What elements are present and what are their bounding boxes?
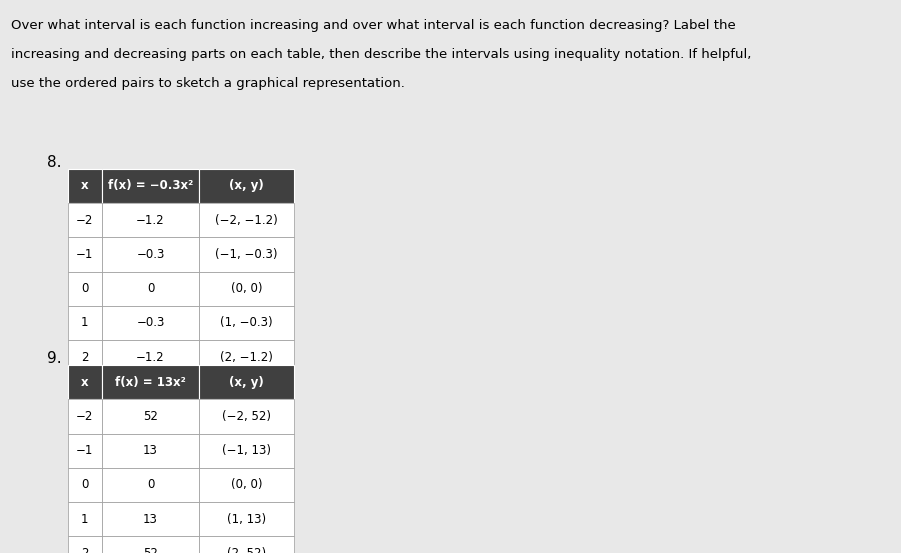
- Bar: [68, 237, 102, 272]
- Bar: [199, 169, 294, 203]
- Bar: [68, 434, 102, 468]
- Bar: [102, 399, 199, 434]
- Text: 2: 2: [81, 547, 88, 553]
- Text: −0.3: −0.3: [136, 248, 165, 261]
- Bar: [68, 468, 102, 502]
- Bar: [199, 306, 294, 340]
- Text: −1: −1: [76, 444, 94, 457]
- Text: 9.: 9.: [47, 351, 61, 366]
- Bar: [102, 169, 199, 203]
- Text: 0: 0: [81, 478, 88, 492]
- Text: (−1, 13): (−1, 13): [222, 444, 271, 457]
- Text: −1.2: −1.2: [136, 213, 165, 227]
- Text: 0: 0: [147, 282, 154, 295]
- Bar: [199, 272, 294, 306]
- Bar: [199, 468, 294, 502]
- Bar: [68, 399, 102, 434]
- Bar: [102, 272, 199, 306]
- Bar: [102, 203, 199, 237]
- Bar: [68, 365, 102, 399]
- Bar: [102, 237, 199, 272]
- Text: f(x) = −0.3x²: f(x) = −0.3x²: [108, 179, 193, 192]
- Text: (0, 0): (0, 0): [231, 478, 262, 492]
- Text: (x, y): (x, y): [229, 179, 264, 192]
- Text: (−2, 52): (−2, 52): [222, 410, 271, 423]
- Bar: [199, 502, 294, 536]
- Text: (0, 0): (0, 0): [231, 282, 262, 295]
- Bar: [102, 536, 199, 553]
- Text: increasing and decreasing parts on each table, then describe the intervals using: increasing and decreasing parts on each …: [11, 48, 751, 61]
- Text: −1: −1: [76, 248, 94, 261]
- Bar: [68, 536, 102, 553]
- Text: 8.: 8.: [47, 155, 61, 170]
- Text: −0.3: −0.3: [136, 316, 165, 330]
- Text: 1: 1: [81, 513, 88, 526]
- Text: f(x) = 13x²: f(x) = 13x²: [115, 375, 186, 389]
- Text: (−2, −1.2): (−2, −1.2): [215, 213, 278, 227]
- Bar: [199, 399, 294, 434]
- Text: (−1, −0.3): (−1, −0.3): [215, 248, 278, 261]
- Bar: [68, 203, 102, 237]
- Text: −1.2: −1.2: [136, 351, 165, 364]
- Bar: [102, 306, 199, 340]
- Text: (2, −1.2): (2, −1.2): [220, 351, 273, 364]
- Text: (x, y): (x, y): [229, 375, 264, 389]
- Text: (1, 13): (1, 13): [227, 513, 266, 526]
- Text: 2: 2: [81, 351, 88, 364]
- Text: 13: 13: [143, 513, 158, 526]
- Bar: [102, 502, 199, 536]
- Bar: [102, 340, 199, 374]
- Bar: [199, 434, 294, 468]
- Bar: [68, 306, 102, 340]
- Text: x: x: [81, 179, 88, 192]
- Text: Over what interval is each function increasing and over what interval is each fu: Over what interval is each function incr…: [11, 19, 735, 33]
- Bar: [199, 203, 294, 237]
- Bar: [68, 272, 102, 306]
- Bar: [199, 237, 294, 272]
- Text: 52: 52: [143, 410, 158, 423]
- Bar: [68, 169, 102, 203]
- Text: (2, 52): (2, 52): [227, 547, 266, 553]
- Text: 52: 52: [143, 547, 158, 553]
- Bar: [199, 536, 294, 553]
- Bar: [68, 340, 102, 374]
- Text: use the ordered pairs to sketch a graphical representation.: use the ordered pairs to sketch a graphi…: [11, 77, 405, 90]
- Text: 1: 1: [81, 316, 88, 330]
- Bar: [102, 365, 199, 399]
- Bar: [102, 468, 199, 502]
- Bar: [199, 340, 294, 374]
- Text: x: x: [81, 375, 88, 389]
- Bar: [102, 434, 199, 468]
- Text: −2: −2: [76, 410, 94, 423]
- Bar: [68, 502, 102, 536]
- Text: 0: 0: [81, 282, 88, 295]
- Text: 0: 0: [147, 478, 154, 492]
- Text: 13: 13: [143, 444, 158, 457]
- Text: −2: −2: [76, 213, 94, 227]
- Text: (1, −0.3): (1, −0.3): [220, 316, 273, 330]
- Bar: [199, 365, 294, 399]
